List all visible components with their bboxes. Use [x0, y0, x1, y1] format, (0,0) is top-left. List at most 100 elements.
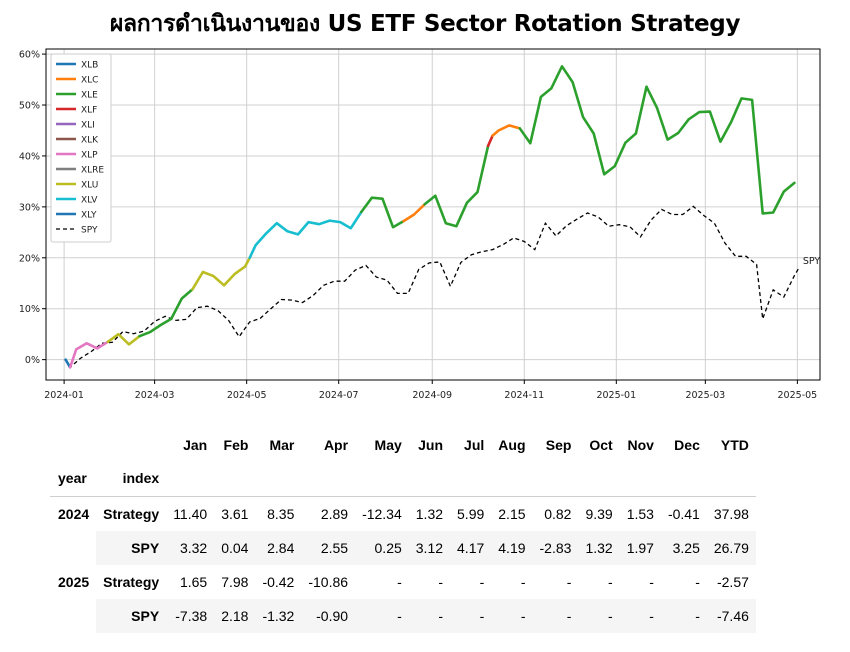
table-cell: - [520, 574, 526, 590]
table-cell: - [479, 574, 485, 590]
y-axis-ticks: 0% 10% 20% 30% 40% 50% 60% [19, 50, 46, 366]
legend-label-xlv: XLV [81, 196, 98, 206]
legend-label-xlk: XLK [81, 136, 99, 146]
strategy-segment-xlf [486, 134, 494, 148]
strategy-segment-xle [423, 144, 490, 228]
month-header: Mar [269, 437, 295, 453]
table-row: SPY -7.38 2.18 -1.32 -0.90- - - - - - - - -7.46 [50, 599, 756, 633]
legend-label-xlre: XLRE [81, 166, 104, 176]
x-tick-label: 2024-07 [319, 390, 359, 401]
y-tick-label: 50% [19, 101, 40, 112]
table-row: SPY 3.32 0.04 2.84 2.55 0.25 3.12 4.17 4.19 -2.83… [50, 531, 756, 565]
plot-frame [45, 48, 821, 381]
spy-line [65, 205, 800, 369]
table-cell: - [532, 599, 579, 633]
table-cell: -0.41 [667, 506, 700, 522]
table-cell: - [649, 574, 654, 590]
legend-label-xlb: XLB [81, 61, 98, 71]
table-cell: -7.46 [706, 599, 756, 633]
table-cell: 3.32 [166, 531, 215, 565]
table-cell: -2.57 [716, 574, 749, 590]
month-header: Feb [223, 437, 249, 453]
table-row: 2024 Strategy 11.40 3.61 8.35 2.89 -12.34 1.32 5… [50, 497, 756, 532]
grid-lines [46, 49, 820, 380]
legend-label-xle: XLE [81, 91, 98, 101]
index-header: index [96, 460, 167, 497]
month-header: Jul [464, 437, 485, 453]
table-cell: 1.32 [578, 531, 620, 565]
x-tick-label: 2025-01 [596, 390, 636, 401]
table-cell: 11.40 [173, 506, 208, 522]
table-cell: 2.55 [301, 531, 356, 565]
performance-chart: 0%10%20%30%40%50%60% 2024-01 2024-03 2024-… [19, 48, 821, 401]
month-header: Jun [418, 437, 444, 453]
strategy-segment-xlv [248, 210, 363, 260]
legend-label-xlf: XLF [81, 106, 97, 116]
table-cell: -0.42 [262, 574, 295, 590]
strategy-segment-xle [518, 65, 796, 215]
strategy-series [64, 65, 796, 369]
table-cell: - [608, 574, 613, 590]
table-cell: 2.84 [255, 531, 302, 565]
strategy-segment-xlp [68, 340, 110, 369]
table-cell: 26.79 [706, 531, 756, 565]
table-cell: - [450, 599, 492, 633]
row-index: SPY [96, 599, 167, 633]
table-cell: - [408, 599, 451, 633]
table-cell: 2.18 [214, 599, 256, 633]
row-index: SPY [96, 531, 167, 565]
legend-label-xlc: XLC [81, 76, 98, 86]
table-cell: - [491, 599, 533, 633]
y-tick-label: 0% [25, 355, 40, 366]
table-header-months: Jan Feb Mar Apr May Jun Jul Aug Sep Oct Nov Dec YTD [50, 430, 756, 460]
table-cell: - [660, 599, 707, 633]
table-cell: -0.90 [301, 599, 356, 633]
table-cell: - [695, 574, 700, 590]
table-cell: 4.19 [491, 531, 533, 565]
table-cell: 5.99 [457, 506, 485, 522]
table-cell: 8.35 [267, 506, 295, 522]
month-header: Oct [589, 437, 613, 453]
table-cell: - [619, 599, 661, 633]
page-title: ผลการดำเนินงานของ US ETF Sector Rotation… [109, 11, 741, 37]
table-cell: 1.53 [626, 506, 654, 522]
month-header: YTD [720, 437, 749, 453]
x-tick-label: 2024-05 [227, 390, 267, 401]
table-cell: 2.15 [498, 506, 526, 522]
row-year [50, 531, 96, 565]
table-cell: 37.98 [713, 506, 749, 522]
strategy-segment-xlu [191, 256, 251, 291]
table-cell: -1.32 [255, 599, 302, 633]
x-tick-label: 2025-03 [685, 390, 725, 401]
y-tick-label: 30% [19, 202, 40, 213]
row-year: 2025 [58, 574, 90, 590]
table-cell: 9.39 [585, 506, 613, 522]
table-cell: 2.89 [320, 506, 349, 522]
table-cell: 1.32 [415, 506, 444, 522]
legend-label-spy: SPY [81, 226, 98, 236]
legend-label-xlp: XLP [81, 151, 98, 161]
row-year: 2024 [58, 506, 90, 522]
legend-label-xlu: XLU [81, 181, 98, 191]
table-cell: 3.25 [660, 531, 707, 565]
legend-label-xli: XLI [81, 121, 95, 131]
table-cell: 1.97 [619, 531, 661, 565]
y-tick-label: 60% [19, 50, 40, 61]
y-tick-label: 20% [19, 253, 40, 264]
strategy-segment-xlc [402, 203, 427, 223]
strategy-segment-xlc [491, 124, 522, 137]
strategy-segment-xlu [106, 332, 141, 346]
table-cell: - [438, 574, 444, 590]
table-cell: 0.82 [544, 506, 572, 522]
table-cell: -7.38 [166, 599, 215, 633]
month-header: Aug [498, 437, 526, 453]
table-cell: 3.61 [221, 506, 249, 522]
month-header: May [374, 437, 402, 453]
month-header: Apr [323, 437, 349, 453]
month-header: Nov [627, 437, 654, 453]
year-header: year [50, 460, 97, 497]
x-tick-label: 2024-09 [412, 390, 452, 401]
strategy-segment-xle [359, 196, 405, 229]
x-tick-label: 2024-03 [135, 390, 175, 401]
table-cell: - [397, 574, 402, 590]
